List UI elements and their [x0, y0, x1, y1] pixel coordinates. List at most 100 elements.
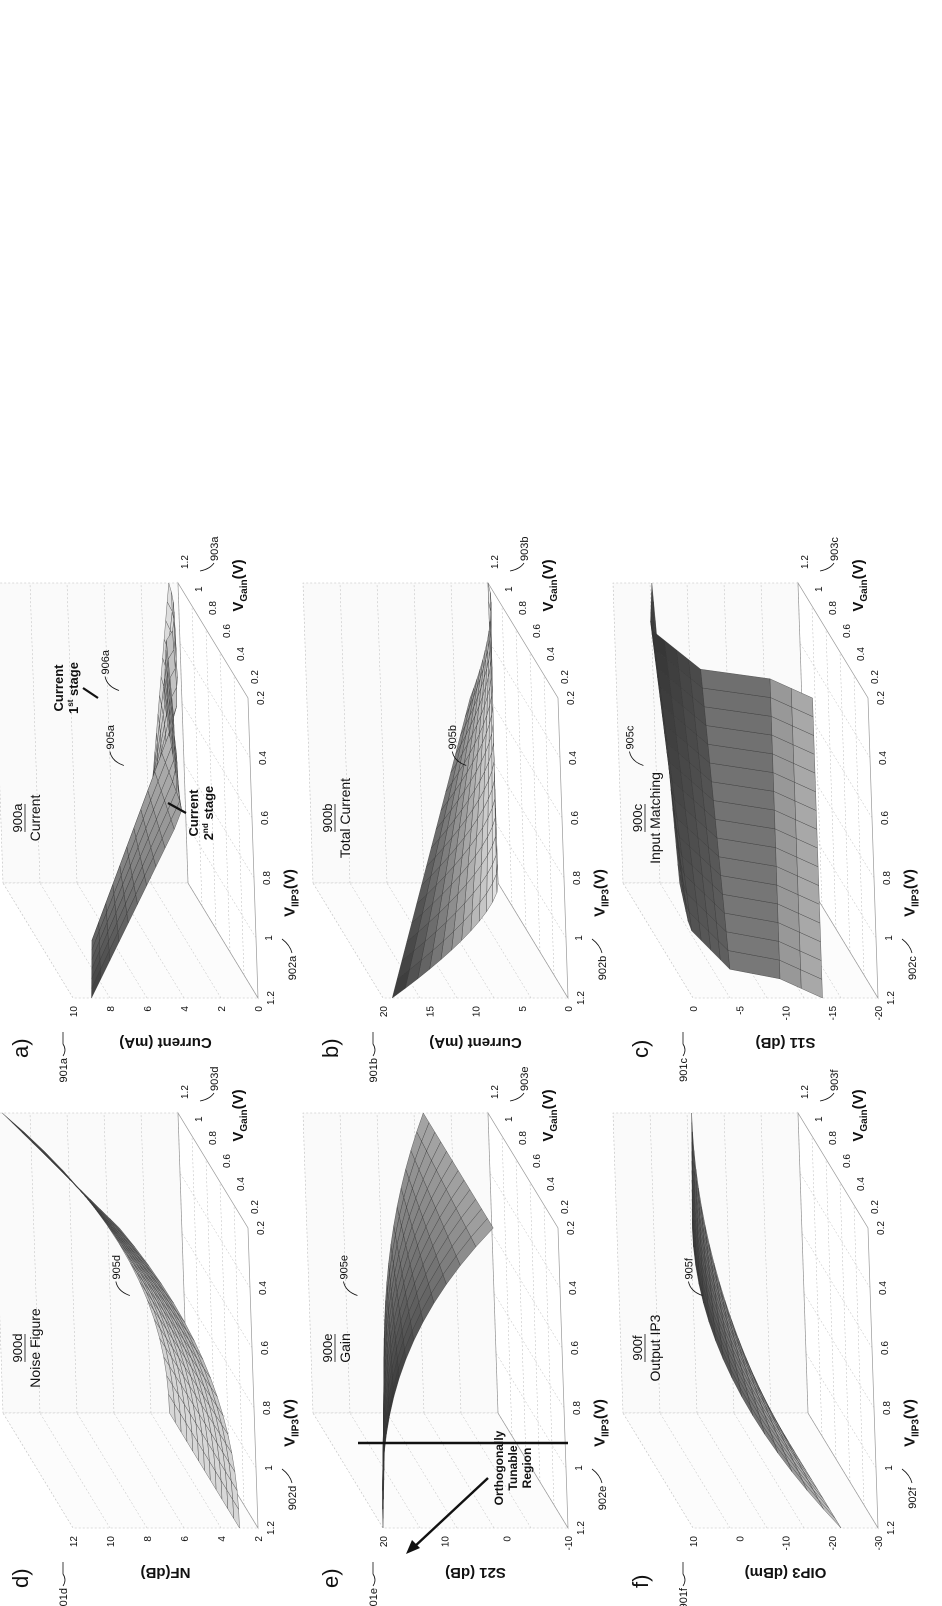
z-tick: -20 — [874, 1006, 885, 1021]
y-tick: 1 — [504, 1116, 515, 1122]
x-tick: 1.2 — [576, 991, 587, 1005]
panel-c-surface — [650, 582, 823, 999]
y-tick: 0.8 — [828, 601, 839, 615]
panel-a-surface — [91, 582, 182, 999]
x-tick: 1.2 — [266, 991, 277, 1005]
ref-numeral-x: 902a — [287, 955, 299, 980]
x-tick: 0.8 — [882, 1401, 893, 1415]
panel-title: Noise Figure — [27, 1308, 43, 1388]
z-tick: -10 — [564, 1536, 575, 1551]
z-tick: 0 — [564, 1006, 575, 1012]
ref-numeral-z: 901d — [58, 1588, 70, 1606]
figure-reference: 900b — [320, 804, 335, 833]
panel-b: 051015201.210.80.60.40.20.20.40.60.811.2… — [302, 537, 612, 1082]
panel-e: -10010201.210.80.60.40.20.20.40.60.811.2… — [302, 1067, 612, 1606]
z-tick: -10 — [782, 1006, 793, 1021]
y-tick: 1.2 — [800, 555, 811, 569]
y-axis-label: VGain(V) — [540, 559, 560, 611]
panel-letter: c) — [628, 1040, 653, 1058]
ref-numeral-z: 901f — [678, 1587, 690, 1606]
region-label: Region — [520, 1448, 534, 1489]
ref-numeral-surface: 905f — [683, 1257, 695, 1279]
ref-numeral-surface: 905b — [447, 725, 459, 749]
region-label: Orthogonally — [492, 1430, 506, 1505]
stage-annotation: Current — [51, 664, 66, 712]
panel-letter: d) — [8, 1568, 33, 1588]
x-tick: 0.2 — [256, 691, 267, 705]
y-tick: 0.2 — [250, 1200, 261, 1214]
z-tick: 4 — [180, 1006, 191, 1012]
y-tick: 1 — [194, 586, 205, 592]
x-axis-label: VIIP3(V) — [902, 869, 922, 917]
x-tick: 1 — [264, 935, 275, 941]
x-tick: 1.2 — [266, 1521, 277, 1535]
z-tick: 0 — [254, 1006, 265, 1012]
ref-numeral-y: 903d — [209, 1067, 221, 1091]
x-tick: 0.4 — [258, 1281, 269, 1295]
z-tick: 10 — [689, 1536, 700, 1548]
y-tick: 0.4 — [856, 647, 867, 661]
ref-numeral-y: 903b — [519, 537, 531, 561]
panel-d-surface — [2, 1112, 240, 1529]
y-tick: 0.6 — [532, 624, 543, 638]
x-tick: 0.6 — [260, 1341, 271, 1355]
x-tick: 0.8 — [882, 871, 893, 885]
region-label: Tunable — [506, 1445, 520, 1490]
x-tick: 0.6 — [880, 811, 891, 825]
ref-numeral-surface: 905c — [624, 725, 636, 749]
x-tick: 0.4 — [568, 751, 579, 765]
ref-numeral-y: 903a — [209, 536, 221, 561]
x-tick: 0.2 — [566, 1221, 577, 1235]
z-axis-label: S11 (dB) — [755, 1034, 815, 1051]
z-tick: -30 — [874, 1536, 885, 1551]
z-tick: -15 — [828, 1006, 839, 1021]
x-tick: 1.2 — [576, 1521, 587, 1535]
x-axis-label: VIIP3(V) — [902, 1399, 922, 1447]
panel-title: Gain — [337, 1333, 353, 1363]
z-tick: -5 — [735, 1006, 746, 1015]
z-tick: 10 — [472, 1006, 483, 1018]
ref-numeral-surface: 905e — [338, 1255, 350, 1279]
ref-numeral-x: 902c — [907, 956, 919, 980]
x-tick: 0.8 — [262, 871, 273, 885]
y-axis-label: VGain(V) — [850, 559, 870, 611]
y-tick: 1 — [194, 1116, 205, 1122]
y-tick: 0.4 — [236, 1177, 247, 1191]
x-tick: 0.8 — [262, 1401, 273, 1415]
z-tick: 0 — [689, 1006, 700, 1012]
figure-reference: 900e — [320, 1334, 335, 1363]
x-tick: 0.6 — [570, 811, 581, 825]
ref-numeral-x: 902e — [597, 1486, 609, 1510]
ref-numeral-y: 903f — [829, 1069, 841, 1091]
z-axis-label: Current (mA) — [119, 1034, 212, 1051]
stage-annotation: 2nd stage — [201, 786, 216, 841]
x-tick: 0.2 — [876, 1221, 887, 1235]
y-tick: 0.4 — [856, 1177, 867, 1191]
y-tick: 0.4 — [546, 1177, 557, 1191]
y-tick: 0.2 — [870, 670, 881, 684]
z-tick: 15 — [425, 1006, 436, 1018]
panel-letter: b) — [318, 1038, 343, 1058]
y-tick: 0.2 — [250, 670, 261, 684]
y-tick: 1 — [814, 1116, 825, 1122]
z-tick: 5 — [518, 1006, 529, 1012]
y-tick: 0.8 — [518, 1131, 529, 1145]
figure-reference: 900a — [10, 803, 25, 833]
x-tick: 0.6 — [570, 1341, 581, 1355]
ref-numeral-surface: 905d — [111, 1255, 123, 1279]
panel-letter: f) — [628, 1575, 653, 1588]
x-tick: 0.4 — [568, 1281, 579, 1295]
y-tick: 0.4 — [546, 647, 557, 661]
z-tick: 8 — [106, 1006, 117, 1012]
panel-e-surface — [382, 1112, 494, 1529]
z-tick: 6 — [180, 1536, 191, 1542]
ref-numeral-y: 903e — [519, 1067, 531, 1091]
y-tick: 1 — [814, 586, 825, 592]
y-axis-label: VGain(V) — [230, 559, 250, 611]
x-tick: 0.2 — [876, 691, 887, 705]
y-tick: 0.2 — [560, 670, 571, 684]
x-tick: 0.2 — [256, 1221, 267, 1235]
y-tick: 1.2 — [490, 555, 501, 569]
y-tick: 0.8 — [518, 601, 529, 615]
